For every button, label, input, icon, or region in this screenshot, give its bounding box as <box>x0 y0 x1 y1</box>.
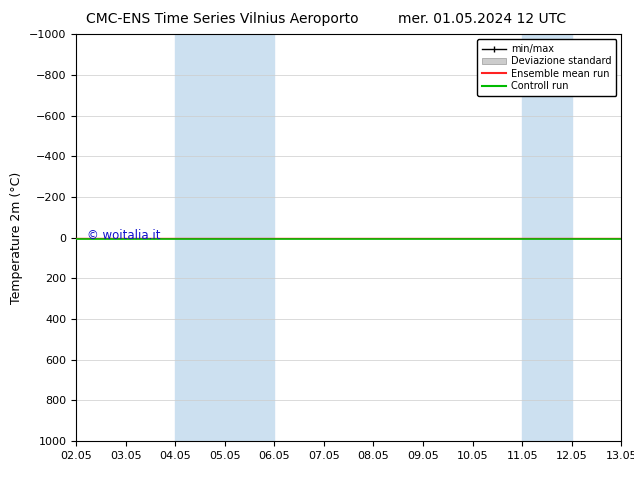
Text: © woitalia.it: © woitalia.it <box>87 229 160 242</box>
Bar <box>522 34 572 441</box>
Text: CMC-ENS Time Series Vilnius Aeroporto: CMC-ENS Time Series Vilnius Aeroporto <box>86 12 358 26</box>
Legend: min/max, Deviazione standard, Ensemble mean run, Controll run: min/max, Deviazione standard, Ensemble m… <box>477 39 616 96</box>
Text: mer. 01.05.2024 12 UTC: mer. 01.05.2024 12 UTC <box>398 12 566 26</box>
Y-axis label: Temperature 2m (°C): Temperature 2m (°C) <box>10 172 23 304</box>
Bar <box>175 34 275 441</box>
